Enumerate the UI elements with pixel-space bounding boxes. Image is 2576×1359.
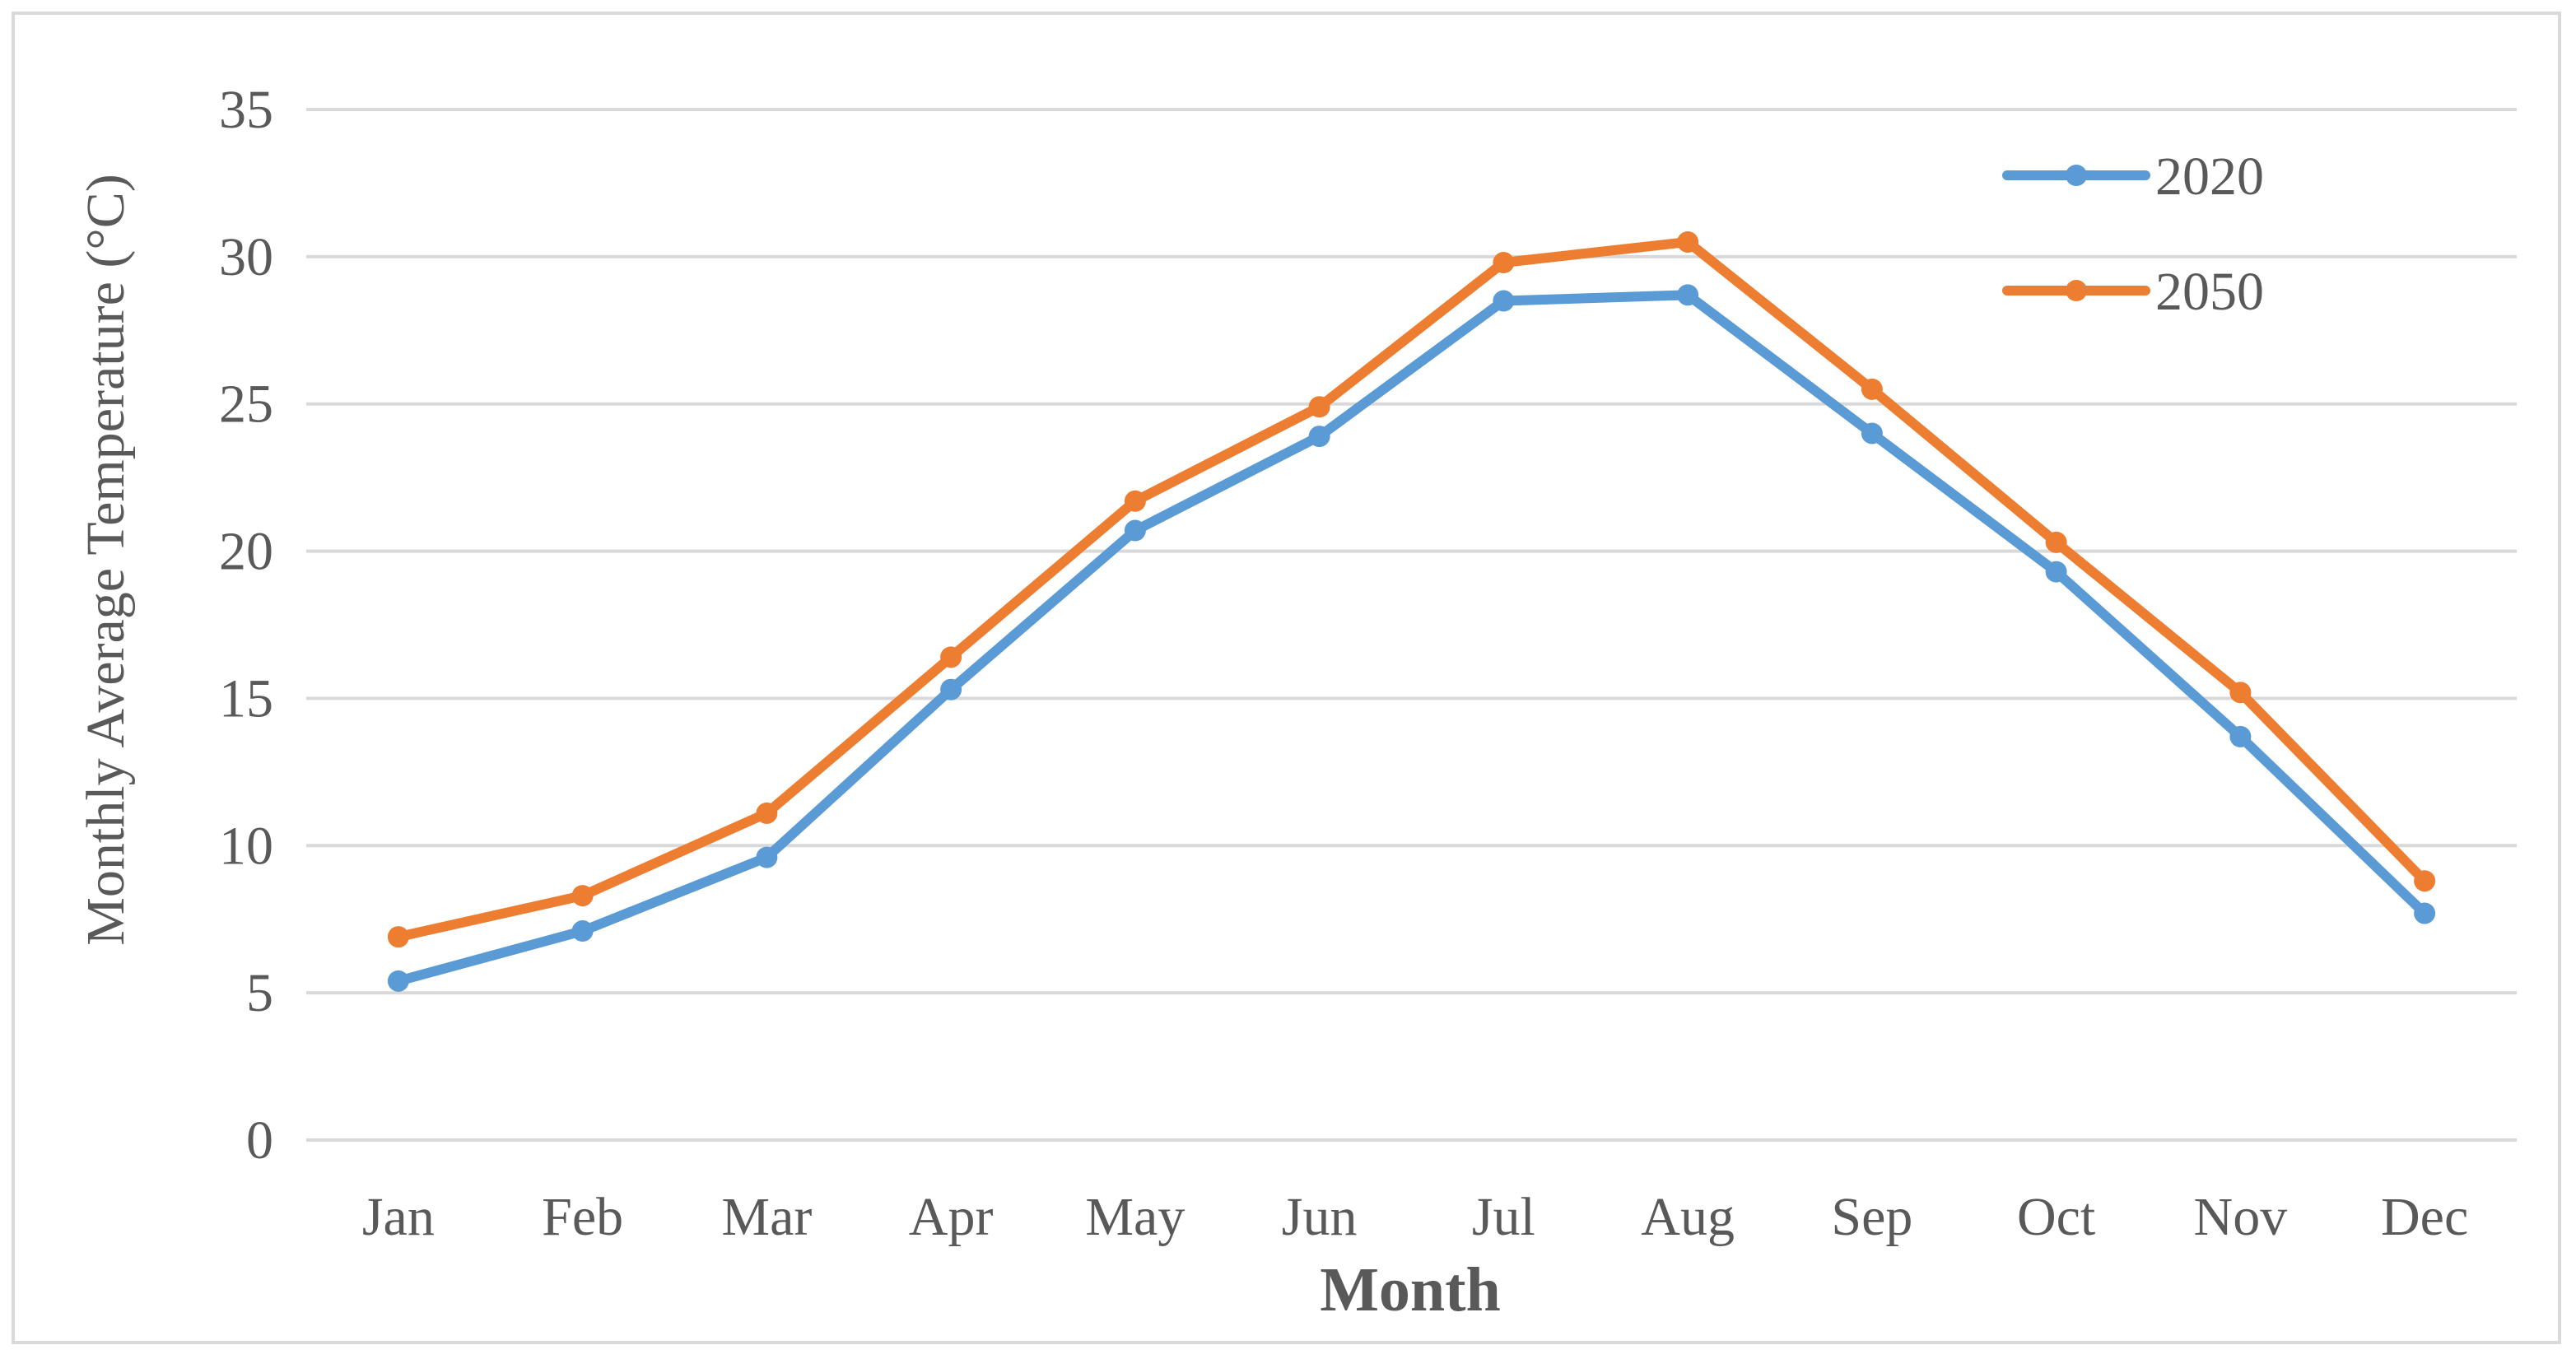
x-tick-label: May: [1085, 1187, 1185, 1247]
data-point: [2045, 561, 2067, 583]
legend-label: 2050: [2155, 262, 2264, 322]
y-tick-label: 5: [246, 963, 273, 1023]
data-point: [1493, 252, 1515, 274]
data-point: [1861, 378, 1883, 400]
x-tick-label: Aug: [1641, 1187, 1735, 1247]
y-axis-title: Monthly Average Temperature (°C): [76, 174, 136, 946]
grid-lines: [306, 108, 2517, 1142]
y-tick-label: 15: [219, 668, 273, 728]
data-point: [1677, 284, 1699, 306]
axis-ticks: 0 5 10 15 20 25 30 35 Jan Feb Mar Apr May Jun Jul Aug Se…: [219, 80, 2468, 1247]
x-tick-label: Dec: [2381, 1187, 2468, 1247]
legend-entry-2020: 2020: [2002, 147, 2264, 207]
series-2020: [387, 284, 2436, 992]
legend-label: 2020: [2155, 147, 2264, 207]
data-point: [756, 802, 778, 824]
data-point: [1677, 230, 1699, 253]
legend-marker: [2066, 280, 2087, 301]
data-point: [2229, 682, 2252, 704]
y-tick-label: 35: [219, 80, 273, 140]
x-tick-label: Jan: [362, 1187, 435, 1247]
series-2050: [387, 230, 2436, 948]
data-point: [1493, 290, 1515, 312]
data-point: [571, 920, 594, 942]
data-point: [756, 846, 778, 868]
data-point: [2414, 870, 2436, 892]
data-point: [1124, 490, 1146, 512]
y-tick-label: 25: [219, 375, 273, 435]
y-tick-label: 0: [246, 1110, 273, 1171]
data-point: [940, 678, 962, 700]
legend: 2020 2050: [2002, 147, 2264, 322]
x-tick-label: Sep: [1831, 1187, 1912, 1247]
x-tick-label: Jul: [1472, 1187, 1535, 1247]
y-tick-label: 10: [219, 816, 273, 876]
data-point: [387, 926, 409, 948]
x-tick-label: Apr: [909, 1187, 994, 1247]
series-line: [393, 236, 2430, 942]
x-tick-label: Mar: [721, 1187, 812, 1247]
data-point: [1308, 426, 1330, 448]
series-lines: [387, 230, 2436, 992]
x-tick-label: Jun: [1282, 1187, 1358, 1247]
data-point: [940, 646, 962, 668]
legend-entry-2050: 2050: [2002, 262, 2264, 322]
x-tick-label: Nov: [2194, 1187, 2288, 1247]
series-line: [393, 290, 2430, 986]
data-point: [2414, 902, 2436, 924]
data-point: [1861, 422, 1883, 444]
x-tick-label: Feb: [542, 1187, 623, 1247]
data-point: [387, 970, 409, 992]
y-tick-label: 30: [219, 227, 273, 287]
data-point: [2229, 725, 2252, 747]
x-tick-label: Oct: [2017, 1187, 2095, 1247]
x-axis-title: Month: [1320, 1255, 1501, 1324]
data-point: [1308, 396, 1330, 418]
chart-frame: [12, 12, 2561, 1344]
y-tick-label: 20: [219, 522, 273, 582]
data-point: [571, 885, 594, 907]
legend-marker: [2066, 165, 2087, 186]
data-point: [2045, 531, 2067, 553]
data-point: [1124, 519, 1146, 542]
